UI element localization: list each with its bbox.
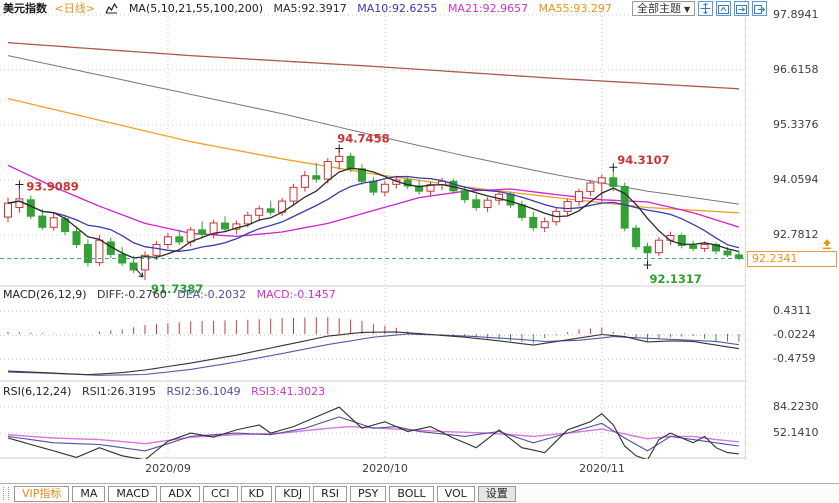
ma5-value: MA5:92.3917 bbox=[273, 2, 347, 15]
x-axis-label: 2020/10 bbox=[362, 462, 408, 475]
price-axis: 97.8941 96.6158 95.3376 94.0594 92.7812 … bbox=[745, 0, 839, 459]
svg-text:92.1317: 92.1317 bbox=[650, 272, 702, 286]
indicator-tabbar: VIP指标 MA MACD ADX CCI KD KDJ RSI PSY BOL… bbox=[0, 483, 839, 503]
ma21-value: MA21:92.9657 bbox=[447, 2, 529, 15]
tab-vol[interactable]: VOL bbox=[436, 485, 475, 502]
chevron-down-icon: ▼ bbox=[684, 5, 691, 14]
svg-text:93.9089: 93.9089 bbox=[26, 180, 78, 194]
macd-header: MACD(26,12,9) DIFF:-0.2760 DEA:-0.2032 M… bbox=[3, 288, 343, 301]
svg-text:94.3107: 94.3107 bbox=[617, 153, 669, 167]
current-price-tag: 92.2341 bbox=[747, 251, 837, 267]
price-tick: 97.8941 bbox=[773, 8, 819, 21]
crosshair-move-icon[interactable] bbox=[698, 1, 714, 16]
macd-indicator-label: MACD(26,12,9) bbox=[3, 288, 87, 301]
x-axis-label: 2020/09 bbox=[145, 462, 191, 475]
period-label: <日线> bbox=[54, 2, 95, 15]
macd-macd-value: MACD:-0.1457 bbox=[256, 288, 336, 301]
macd-tick: -0.0224 bbox=[773, 328, 816, 341]
rsi-indicator-label: RSI(6,12,24) bbox=[3, 385, 72, 398]
pane-layout-right-icon[interactable] bbox=[734, 1, 750, 16]
price-tick: 92.7812 bbox=[773, 228, 819, 241]
tab-rsi[interactable]: RSI bbox=[313, 485, 348, 502]
chart-toolbar: 全部主题 ▼ bbox=[632, 1, 768, 16]
theme-dropdown-label: 全部主题 bbox=[637, 2, 681, 15]
tab-psy[interactable]: PSY bbox=[350, 485, 387, 502]
tab-ma[interactable]: MA bbox=[72, 485, 106, 502]
pane-layout-left-icon[interactable] bbox=[716, 1, 732, 16]
chart-plot[interactable]: 93.9089 94.7458 94.3107 91.7387 92.1317 bbox=[0, 0, 745, 461]
main-header: 美元指数 <日线> MA(5,10,21,55,100,200) MA5:92.… bbox=[3, 1, 619, 16]
current-price-value: 92.2341 bbox=[752, 252, 798, 265]
x-axis-label: 2020/11 bbox=[579, 462, 625, 475]
rsi-tick: 84.2230 bbox=[773, 400, 819, 413]
ma55-value: MA55:93.297 bbox=[538, 2, 612, 15]
tab-cci[interactable]: CCI bbox=[202, 485, 238, 502]
rsi1-value: RSI1:26.3195 bbox=[81, 385, 157, 398]
rsi2-value: RSI2:36.1049 bbox=[166, 385, 241, 398]
price-arrow-icon bbox=[820, 239, 834, 253]
tab-vip-indicator[interactable]: VIP指标 bbox=[14, 485, 70, 502]
price-tick: 95.3376 bbox=[773, 118, 819, 131]
tabbar-drag-handle[interactable] bbox=[3, 487, 9, 500]
macd-diff-value: DIFF:-0.2760 bbox=[97, 288, 167, 301]
tab-kdj[interactable]: KDJ bbox=[275, 485, 311, 502]
rsi-header: RSI(6,12,24) RSI1:26.3195 RSI2:36.1049 R… bbox=[3, 385, 332, 398]
macd-dea-value: DEA:-0.2032 bbox=[177, 288, 247, 301]
kline-chart-icon bbox=[105, 2, 118, 18]
pane-exit-icon[interactable] bbox=[752, 1, 768, 16]
tab-settings[interactable]: 设置 bbox=[477, 485, 516, 502]
svg-text:91.7387: 91.7387 bbox=[151, 282, 203, 296]
ma10-value: MA10:92.6255 bbox=[357, 2, 438, 15]
symbol-title: 美元指数 bbox=[3, 2, 47, 15]
tab-boll[interactable]: BOLL bbox=[389, 485, 434, 502]
svg-text:94.7458: 94.7458 bbox=[337, 132, 389, 146]
macd-tick: -0.4759 bbox=[773, 352, 816, 365]
tab-macd[interactable]: MACD bbox=[108, 485, 158, 502]
rsi-tick: 52.1410 bbox=[773, 426, 819, 439]
macd-tick: 0.4311 bbox=[773, 304, 812, 317]
price-tick: 96.6158 bbox=[773, 63, 819, 76]
rsi3-value: RSI3:41.3023 bbox=[251, 385, 326, 398]
ma-group-label: MA(5,10,21,55,100,200) bbox=[128, 2, 263, 15]
tab-adx[interactable]: ADX bbox=[160, 485, 200, 502]
tab-kd[interactable]: KD bbox=[240, 485, 273, 502]
price-tick: 94.0594 bbox=[773, 173, 819, 186]
theme-dropdown[interactable]: 全部主题 ▼ bbox=[632, 1, 696, 16]
